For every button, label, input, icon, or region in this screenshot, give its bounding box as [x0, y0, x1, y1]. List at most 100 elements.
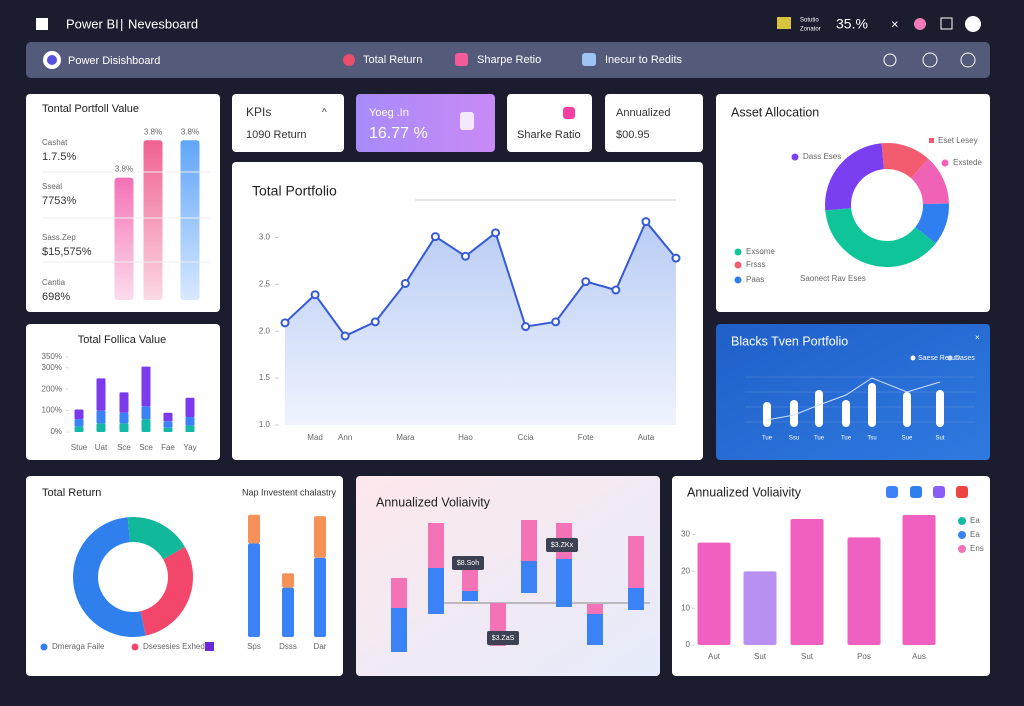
- close-icon[interactable]: ×: [891, 16, 899, 31]
- bar-segment: [282, 573, 294, 588]
- chart-title: Nap Investent chalastry: [242, 487, 337, 497]
- status-value: 35.%: [836, 16, 868, 32]
- x-tick-label: Sps: [247, 642, 261, 651]
- bar-segment: [119, 412, 129, 424]
- bar: [143, 140, 163, 300]
- y-tick-label: 30: [681, 530, 690, 539]
- panel: [716, 94, 990, 312]
- bar-segment: [119, 423, 129, 432]
- x-tick-label: Stue: [71, 443, 88, 452]
- chart-title: Total Portfolio: [252, 183, 337, 199]
- kpi-card[interactable]: [507, 94, 592, 152]
- point: [430, 232, 440, 242]
- x-tick-label: Fote: [578, 433, 595, 442]
- kpi-card[interactable]: [232, 94, 344, 152]
- bar-segment: [462, 567, 478, 591]
- avatar[interactable]: [965, 16, 981, 32]
- bar: [903, 392, 911, 427]
- annotation-box: [452, 556, 484, 570]
- info-icon[interactable]: [960, 52, 976, 68]
- bar-segment: [428, 568, 444, 614]
- kpi-icon: [460, 112, 474, 130]
- annotation: Saonect Rav Eses: [800, 274, 866, 283]
- annotation: 3.8%: [115, 165, 133, 174]
- bar-segment: [282, 587, 294, 637]
- bar-segment: [163, 427, 173, 432]
- bar-segment: [74, 426, 84, 432]
- bar-segment: [587, 604, 603, 614]
- legend-swatch: [131, 643, 139, 651]
- tab[interactable]: Sharpe Retio: [477, 54, 541, 66]
- kpi-icon: [563, 107, 575, 119]
- x-tick-label: Aut: [708, 652, 721, 661]
- bar-segment: [628, 588, 644, 610]
- tab[interactable]: Inecur to Redits: [605, 54, 683, 66]
- x-tick-label: Uat: [95, 443, 108, 452]
- donut-segment: [881, 143, 929, 179]
- windows-icon[interactable]: [36, 18, 48, 30]
- bar-segment: [185, 425, 195, 432]
- kpi-label: KPIs: [246, 105, 271, 119]
- bar-segment: [428, 523, 444, 568]
- legend-swatch: [205, 642, 214, 651]
- tool-icon[interactable]: [933, 486, 945, 498]
- stat-value: 1.7.5%: [42, 151, 76, 163]
- x-tick-label: Mara: [396, 433, 415, 442]
- bar-segment: [74, 409, 84, 420]
- y-tick-label: 200%: [42, 384, 62, 393]
- chart-title: Tontal Portfoll Value: [42, 103, 139, 115]
- area: [285, 221, 676, 425]
- y-tick-label: 2.0: [259, 326, 271, 335]
- stat-value: $15,575%: [42, 246, 92, 258]
- annotation: $8.Soh: [457, 560, 479, 567]
- bar-segment: [141, 406, 151, 420]
- bar-segment: [628, 536, 644, 588]
- x-tick-label: Sce: [139, 443, 153, 452]
- chevron[interactable]: ^: [322, 108, 327, 119]
- legend-label: Ea: [970, 530, 980, 539]
- legend-label: Frsss: [746, 260, 766, 269]
- bar: [902, 514, 936, 645]
- donut-segment: [910, 158, 949, 205]
- y-tick-label: 100%: [42, 406, 62, 415]
- pin-icon[interactable]: [914, 18, 926, 30]
- search-icon[interactable]: [922, 52, 938, 68]
- y-tick-label: 3.0: [259, 233, 271, 242]
- menu-icon[interactable]: ×: [975, 333, 980, 342]
- bar: [842, 400, 850, 427]
- point: [340, 331, 350, 341]
- legend-swatch: [910, 355, 916, 361]
- share-icon[interactable]: [883, 53, 897, 67]
- donut-segment: [140, 546, 194, 636]
- app-name: Power BI: [66, 16, 119, 31]
- kpi-card[interactable]: [605, 94, 703, 152]
- legend-swatch: [734, 276, 742, 284]
- tab-icon: [582, 53, 596, 66]
- y-tick-label: 1.0: [259, 420, 271, 429]
- window-icon[interactable]: [940, 17, 953, 30]
- legend-label: Ea: [970, 516, 980, 525]
- tool-icon[interactable]: [956, 486, 968, 498]
- point: [280, 318, 290, 328]
- legend-swatch: [941, 159, 949, 167]
- legend-label: Dmeraga Faile: [52, 642, 105, 651]
- chart-title: Annualized Voliaivity: [376, 495, 491, 509]
- tool-icon[interactable]: [886, 486, 898, 498]
- stat-label: Cashat: [42, 138, 68, 147]
- line: [284, 219, 677, 338]
- kpi-label: Sharke Ratio: [517, 129, 581, 141]
- bar: [847, 537, 881, 645]
- kpi-label: Annualized: [616, 107, 670, 119]
- point: [521, 322, 531, 332]
- tool-icon[interactable]: [910, 486, 922, 498]
- kpi-card[interactable]: [356, 94, 495, 152]
- bar-segment: [96, 423, 106, 432]
- tab[interactable]: Total Return: [363, 54, 422, 66]
- status-text: Sotutio: [800, 18, 819, 24]
- legend-swatch: [958, 545, 966, 553]
- legend-label: Dases: [955, 355, 975, 362]
- point: [370, 317, 380, 327]
- x-tick-label: Yay: [183, 443, 196, 452]
- legend-label: Dass Eses: [803, 152, 841, 161]
- bar-segment: [391, 578, 407, 608]
